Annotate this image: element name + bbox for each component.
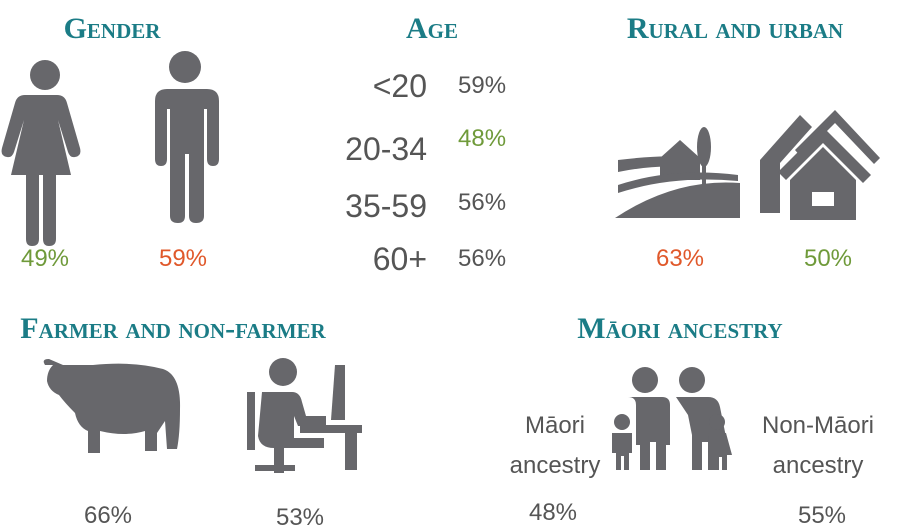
percentage: 63% xyxy=(656,245,704,272)
label: ancestry xyxy=(510,452,601,479)
percentage: 56% xyxy=(458,245,506,272)
heading: Gender xyxy=(64,12,162,45)
percentage: 59% xyxy=(159,245,207,272)
heading: Rural and urban xyxy=(627,12,843,45)
urban-icon xyxy=(760,110,880,220)
woman-icon xyxy=(1,60,81,246)
percentage: 48% xyxy=(529,499,577,526)
heading: Age xyxy=(406,12,458,45)
family-icon xyxy=(612,367,732,470)
label: Māori xyxy=(525,412,585,439)
heading: Farmer and non-farmer xyxy=(20,312,326,345)
label: ancestry xyxy=(773,452,864,479)
percentage: 56% xyxy=(458,189,506,216)
percentage: 49% xyxy=(21,245,69,272)
percentage: 50% xyxy=(804,245,852,272)
man-icon xyxy=(155,51,219,223)
percentage: 53% xyxy=(276,504,324,530)
age-label: 20-34 xyxy=(345,131,427,167)
percentage: 48% xyxy=(458,125,506,152)
age-label: <20 xyxy=(373,68,427,104)
percentage: 59% xyxy=(458,72,506,99)
age-label: 35-59 xyxy=(345,188,427,224)
heading: Māori ancestry xyxy=(577,312,782,345)
age-label: 60+ xyxy=(373,241,427,277)
percentage: 55% xyxy=(798,502,846,529)
office-icon xyxy=(247,358,362,473)
cow-icon xyxy=(43,359,181,453)
percentage: 66% xyxy=(84,502,132,529)
label: Non-Māori xyxy=(762,412,874,439)
rural-icon xyxy=(615,127,740,218)
